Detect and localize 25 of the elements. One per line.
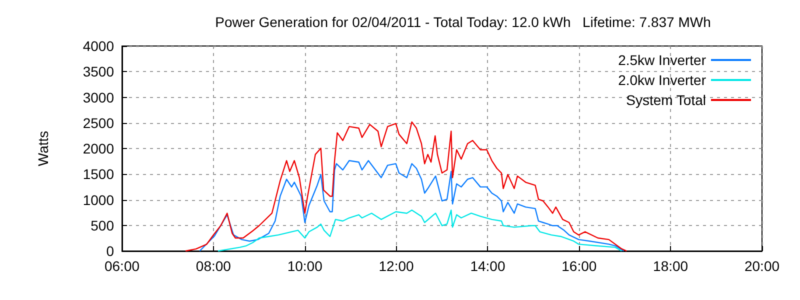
y-tick-label: 0 — [106, 243, 114, 259]
x-tick-label: 14:00 — [470, 258, 506, 274]
legend-label: 2.5kw Inverter — [618, 52, 706, 68]
y-tick-label: 3500 — [82, 64, 114, 80]
x-tick-label: 06:00 — [104, 258, 140, 274]
y-tick-label: 500 — [90, 217, 114, 234]
legend-label: System Total — [626, 92, 706, 108]
y-tick-label: 4000 — [82, 38, 114, 54]
y-axis-title: Watts — [35, 130, 51, 166]
line-series — [199, 160, 624, 252]
x-tick-label: 16:00 — [562, 258, 597, 274]
x-tick-label: 18:00 — [653, 258, 688, 274]
y-tick-label: 3000 — [82, 89, 114, 106]
y-tick-label: 1500 — [82, 166, 114, 182]
chart-title: Power Generation for 02/04/2011 - Total Today: 12.0 kWh Lifetime: 7.837 MWh — [215, 14, 711, 30]
legend-label: 2.0kw Inverter — [618, 72, 706, 88]
y-tick-label: 2500 — [82, 114, 114, 131]
x-tick-label: 12:00 — [378, 258, 414, 274]
y-tick-label: 1000 — [82, 192, 114, 208]
y-tick-label: 2000 — [82, 140, 114, 156]
x-tick-label: 20:00 — [744, 258, 780, 274]
x-tick-label: 08:00 — [196, 258, 232, 274]
x-tick-label: 10:00 — [287, 258, 323, 274]
line-series — [217, 210, 622, 252]
line-series — [184, 121, 628, 252]
